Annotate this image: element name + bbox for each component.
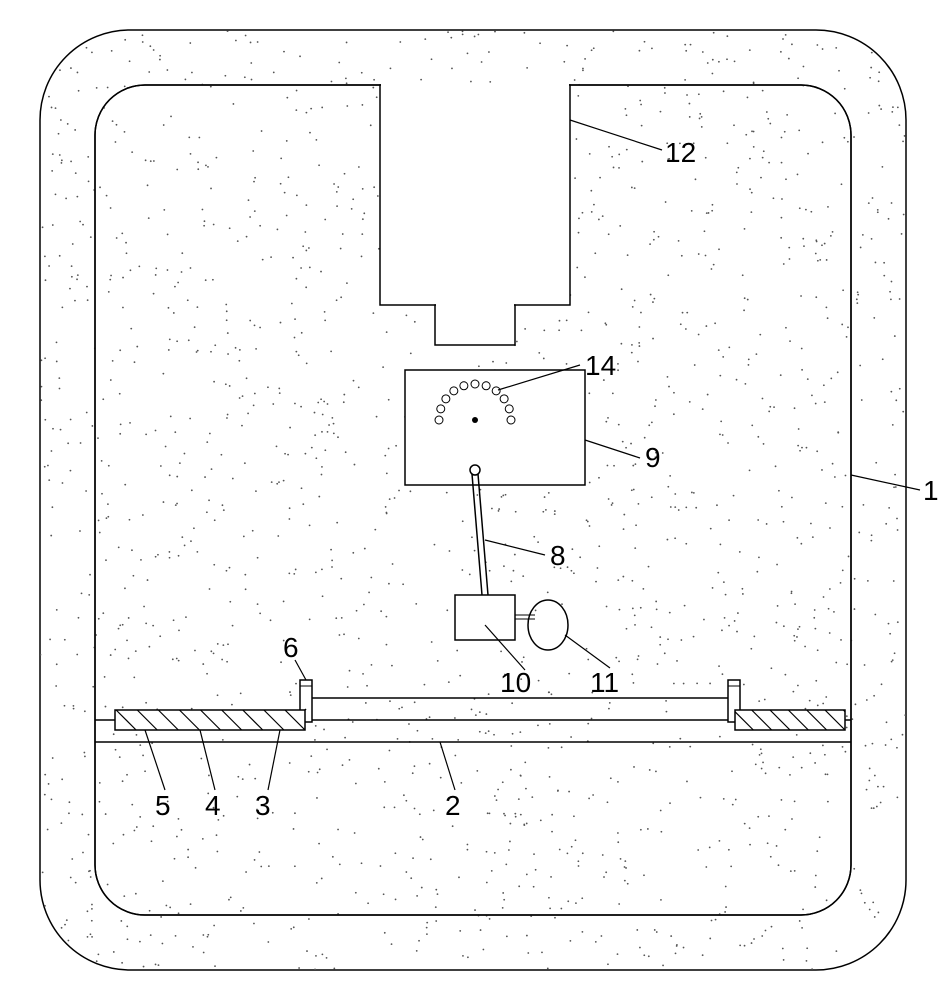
label-14: 14 — [585, 350, 616, 382]
label-10: 10 — [500, 667, 531, 699]
diagram-canvas: 12 14 9 1 8 10 11 6 5 4 3 2 — [0, 0, 946, 1000]
motor — [455, 595, 515, 640]
label-12: 12 — [665, 137, 696, 169]
neck — [435, 305, 515, 345]
diagram-svg — [0, 0, 946, 1000]
label-2: 2 — [445, 790, 461, 822]
leader-line-1 — [851, 475, 920, 490]
label-1: 1 — [923, 475, 939, 507]
label-6: 6 — [283, 632, 299, 664]
label-8: 8 — [550, 540, 566, 572]
label-9: 9 — [645, 442, 661, 474]
label-4: 4 — [205, 790, 221, 822]
pivot — [472, 417, 478, 423]
label-11: 11 — [590, 667, 619, 699]
top-block — [380, 85, 570, 305]
label-3: 3 — [255, 790, 271, 822]
label-5: 5 — [155, 790, 171, 822]
